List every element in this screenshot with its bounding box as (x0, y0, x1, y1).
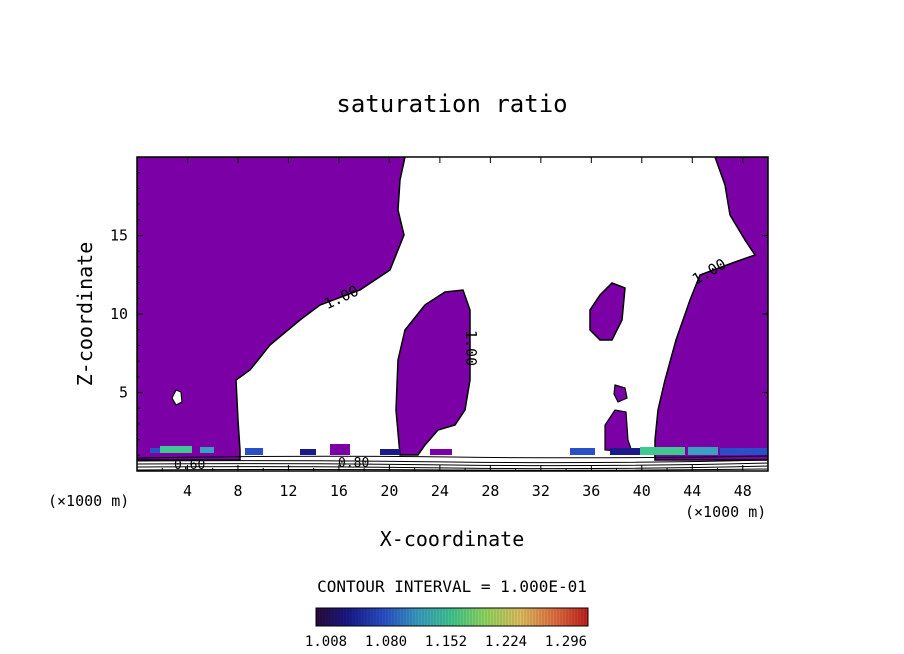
colorbar-tick-labels: 1.008 1.080 1.152 1.224 1.296 (305, 634, 587, 650)
colorbar (315, 607, 589, 627)
colorbar-tick-label: 1.080 (365, 634, 407, 650)
surface-saturation-band (137, 444, 768, 456)
colorbar-tick-label: 1.152 (425, 634, 467, 650)
y-tick-label: 10 (110, 305, 128, 323)
x-axis-label: X-coordinate (380, 527, 525, 551)
x-tick-label: 20 (380, 482, 398, 500)
x-axis-ticks (161, 157, 744, 471)
y-tick-label: 5 (119, 384, 128, 402)
x-tick-label: 32 (532, 482, 550, 500)
chart-title: saturation ratio (336, 90, 567, 118)
x-tick-label: 24 (431, 482, 449, 500)
colorbar-tick-label: 1.008 (305, 634, 347, 650)
y-tick-label: 15 (110, 227, 128, 245)
contour-label: 0.60 (174, 458, 205, 473)
contour-label: 1.00 (462, 330, 480, 366)
x-tick-label: 36 (582, 482, 600, 500)
x-tick-label: 48 (734, 482, 752, 500)
x-tick-label: 28 (481, 482, 499, 500)
x-tick-label: 44 (683, 482, 701, 500)
saturated-region-small (613, 384, 628, 403)
y-axis-ticks (137, 172, 768, 456)
colorbar-stripes (317, 609, 586, 625)
colorbar-tick-label: 1.224 (485, 634, 527, 650)
x-axis-unit-left: (×1000 m) (48, 492, 129, 510)
plot-area (137, 157, 768, 471)
colorbar-tick-label: 1.296 (545, 634, 587, 650)
x-tick-label: 12 (279, 482, 297, 500)
saturated-region-blob (589, 282, 626, 341)
unsaturated-hole (171, 389, 183, 406)
saturated-region-center (395, 289, 471, 456)
x-tick-label: 4 (183, 482, 192, 500)
y-axis-label: Z-coordinate (73, 242, 97, 387)
contour-label: 0.80 (338, 456, 369, 471)
x-tick-label: 16 (330, 482, 348, 500)
contour-interval-label: CONTOUR INTERVAL = 1.000E-01 (317, 577, 587, 596)
y-axis-tick-labels: 5 10 15 (110, 227, 128, 402)
x-axis-unit-right: (×1000 m) (685, 503, 766, 521)
x-axis-tick-labels: 4 8 12 16 20 24 28 32 36 40 44 48 (183, 482, 752, 500)
surface-contour-lines (137, 455, 768, 471)
saturated-region-left (137, 157, 406, 461)
x-tick-label: 8 (233, 482, 242, 500)
x-tick-label: 40 (633, 482, 651, 500)
